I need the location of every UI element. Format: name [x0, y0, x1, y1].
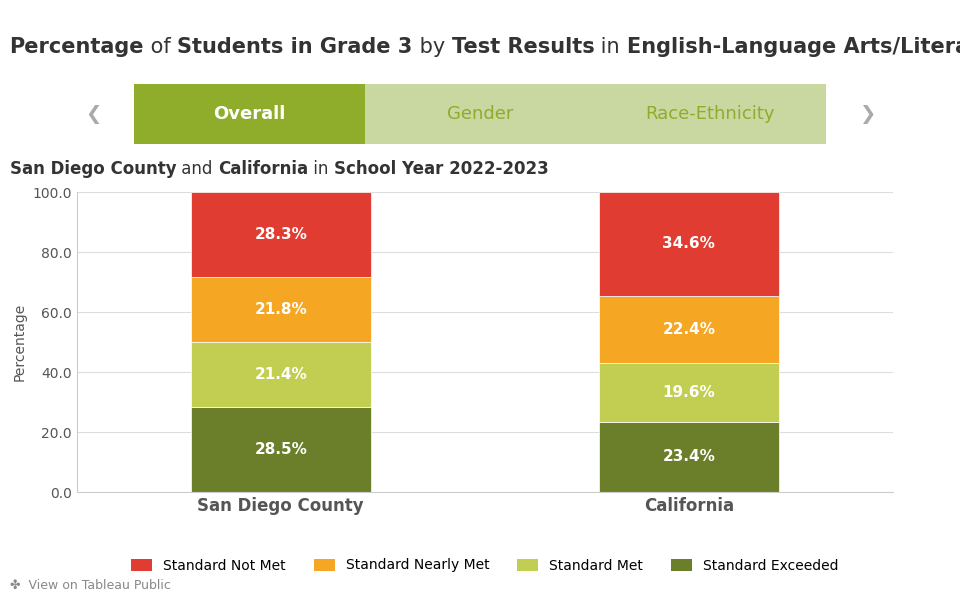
- Text: Overall: Overall: [213, 105, 286, 123]
- Bar: [599, 422, 779, 492]
- Bar: [191, 192, 371, 277]
- Text: English-Language Arts/Literacy: English-Language Arts/Literacy: [627, 37, 960, 57]
- Text: Race-Ethnicity: Race-Ethnicity: [646, 105, 775, 123]
- Text: in: in: [594, 37, 627, 57]
- Text: and: and: [177, 160, 218, 178]
- Y-axis label: Percentage: Percentage: [12, 303, 27, 381]
- Bar: [599, 296, 779, 363]
- Text: California: California: [218, 160, 308, 178]
- Bar: [191, 277, 371, 342]
- FancyBboxPatch shape: [595, 84, 826, 144]
- Text: San Diego County: San Diego County: [10, 160, 177, 178]
- Text: of: of: [144, 37, 178, 57]
- Text: in: in: [308, 160, 334, 178]
- Text: Students in Grade 3: Students in Grade 3: [178, 37, 413, 57]
- Text: 28.3%: 28.3%: [254, 227, 307, 242]
- Bar: [191, 342, 371, 407]
- Text: 21.4%: 21.4%: [254, 367, 307, 382]
- Bar: [599, 192, 779, 296]
- Text: ❯: ❯: [859, 104, 876, 124]
- Text: 23.4%: 23.4%: [662, 449, 715, 464]
- Bar: [599, 363, 779, 422]
- Text: 19.6%: 19.6%: [662, 385, 715, 400]
- Text: 28.5%: 28.5%: [254, 442, 307, 457]
- Text: Gender: Gender: [446, 105, 514, 123]
- FancyBboxPatch shape: [134, 84, 365, 144]
- Bar: [191, 407, 371, 492]
- Text: ❮: ❮: [84, 104, 101, 124]
- Legend: Standard Not Met, Standard Nearly Met, Standard Met, Standard Exceeded: Standard Not Met, Standard Nearly Met, S…: [126, 553, 844, 578]
- Text: Test Results: Test Results: [451, 37, 594, 57]
- Text: 34.6%: 34.6%: [662, 236, 715, 251]
- Text: by: by: [413, 37, 451, 57]
- FancyBboxPatch shape: [365, 84, 595, 144]
- Text: 21.8%: 21.8%: [254, 302, 307, 317]
- Text: 22.4%: 22.4%: [662, 322, 715, 337]
- Text: ✤  View on Tableau Public: ✤ View on Tableau Public: [10, 578, 171, 592]
- Text: School Year 2022-2023: School Year 2022-2023: [334, 160, 548, 178]
- Text: Percentage: Percentage: [10, 37, 144, 57]
